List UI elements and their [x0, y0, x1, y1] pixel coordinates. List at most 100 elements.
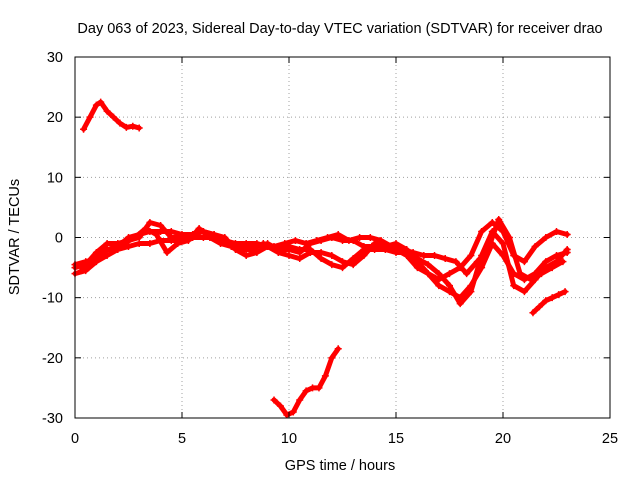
- data-point: [157, 227, 165, 235]
- data-point: [122, 123, 130, 131]
- y-axis-label: SDTVAR / TECUs: [7, 179, 23, 295]
- data-point: [317, 249, 325, 257]
- data-point: [559, 258, 567, 266]
- data-point: [99, 246, 107, 254]
- data-point: [296, 396, 304, 404]
- data-point: [446, 282, 453, 290]
- data-point: [110, 113, 118, 121]
- data-point: [281, 240, 289, 248]
- data-point: [135, 240, 143, 248]
- data-point: [548, 264, 556, 272]
- x-tick-label: 15: [388, 431, 404, 447]
- data-point: [242, 240, 250, 248]
- data-point: [302, 387, 310, 395]
- data-point: [328, 252, 336, 260]
- series-line: [78, 216, 566, 283]
- y-tick-label: -20: [42, 351, 63, 367]
- data-point: [531, 243, 539, 251]
- data-point: [542, 234, 550, 241]
- y-tick-label: 20: [47, 110, 63, 126]
- data-point: [157, 221, 165, 229]
- series-band-d: [77, 215, 567, 284]
- data-point: [484, 246, 492, 254]
- data-point: [446, 270, 453, 278]
- data-point: [86, 113, 94, 121]
- data-point: [349, 255, 357, 263]
- data-point: [174, 240, 182, 248]
- data-point: [289, 408, 297, 416]
- data-point: [274, 249, 282, 257]
- data-point: [296, 246, 304, 254]
- data-point: [424, 261, 432, 269]
- data-point: [146, 218, 154, 226]
- data-point: [321, 372, 329, 380]
- data-point: [142, 224, 150, 232]
- data-point: [302, 240, 310, 248]
- data-point: [77, 267, 85, 275]
- data-point: [135, 124, 143, 132]
- data-point: [129, 122, 137, 130]
- data-point: [435, 282, 443, 290]
- data-point: [276, 402, 284, 410]
- data-point: [259, 240, 267, 248]
- data-point: [110, 246, 118, 254]
- data-point: [561, 288, 569, 296]
- ticks: 0 5 10 15 20 25 30 20 10 0 -10 -20 -30: [42, 50, 618, 447]
- data-point: [527, 276, 535, 284]
- data-point: [349, 261, 357, 269]
- data-point: [328, 354, 336, 362]
- data-point: [227, 243, 235, 251]
- data-point: [167, 237, 175, 245]
- data-point: [463, 270, 471, 278]
- data-point: [317, 255, 325, 263]
- x-tick-label: 25: [602, 431, 618, 447]
- data-point: [424, 270, 432, 278]
- data-point: [398, 246, 406, 254]
- data-point: [535, 303, 543, 311]
- data-point: [184, 237, 192, 245]
- data-point: [505, 234, 513, 241]
- data-point: [473, 258, 481, 266]
- data-point: [291, 237, 299, 245]
- data-point: [495, 215, 503, 223]
- data-point: [542, 297, 550, 305]
- data-point: [116, 119, 124, 127]
- data-point: [313, 237, 321, 245]
- data-point: [80, 125, 88, 133]
- y-tick-label: -30: [42, 411, 63, 427]
- data-point: [553, 227, 560, 235]
- data-point: [120, 240, 128, 248]
- data-point: [478, 227, 486, 235]
- series-lower-arc: [270, 345, 342, 419]
- data-point: [360, 246, 368, 254]
- data-point: [270, 243, 278, 251]
- x-tick-label: 10: [281, 431, 297, 447]
- data-point: [178, 230, 186, 238]
- data-point: [103, 240, 111, 248]
- data-point: [563, 230, 571, 238]
- data-point: [152, 230, 160, 238]
- data-point: [563, 246, 571, 254]
- series-late-segment: [529, 288, 569, 317]
- data-point: [499, 240, 507, 248]
- x-axis-label: GPS time / hours: [285, 458, 395, 474]
- data-point: [409, 249, 417, 257]
- y-tick-label: 30: [47, 50, 63, 66]
- data-layer: [71, 98, 571, 419]
- data-point: [270, 396, 278, 404]
- series-upper-arc: [80, 98, 143, 133]
- data-point: [542, 258, 550, 266]
- data-point: [315, 384, 323, 392]
- data-point: [210, 230, 218, 238]
- data-point: [217, 240, 225, 248]
- data-point: [520, 288, 528, 296]
- data-point: [324, 234, 332, 241]
- data-point: [435, 270, 443, 278]
- data-point: [555, 291, 563, 299]
- data-point: [529, 309, 537, 317]
- x-tick-label: 20: [495, 431, 511, 447]
- data-point: [92, 101, 100, 109]
- data-point: [103, 107, 111, 115]
- y-tick-label: 10: [47, 170, 63, 186]
